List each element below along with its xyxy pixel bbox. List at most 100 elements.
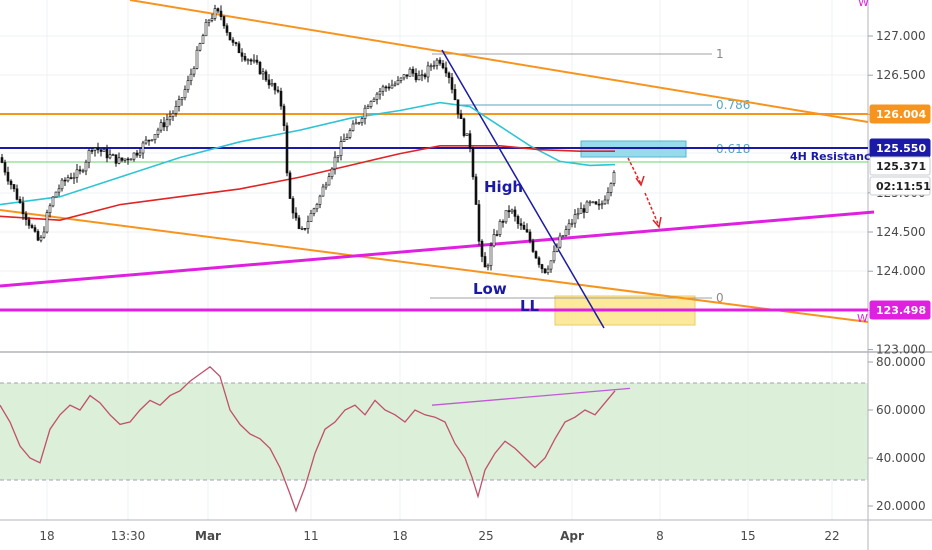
candle-43 bbox=[129, 158, 133, 161]
candle-183 bbox=[549, 260, 553, 273]
candle-64 bbox=[192, 66, 196, 78]
resistance-label: 4H Resistance bbox=[790, 150, 878, 163]
candle-38 bbox=[114, 154, 118, 167]
channel-lower-line[interactable] bbox=[0, 209, 869, 323]
candle-58 bbox=[174, 100, 178, 117]
candle-84 bbox=[252, 54, 256, 64]
candle-101 bbox=[303, 228, 307, 231]
candle-118 bbox=[354, 118, 358, 125]
candle-174 bbox=[522, 221, 526, 230]
candle-55 bbox=[165, 114, 169, 132]
rsi-axis[interactable]: 80.0000 60.0000 40.0000 20.0000 bbox=[868, 355, 926, 513]
fib-level-1: 1 bbox=[716, 47, 724, 61]
candle-129 bbox=[387, 83, 391, 91]
candle-74 bbox=[222, 15, 226, 29]
candle-62 bbox=[186, 75, 190, 93]
time-tick-label: Mar bbox=[195, 529, 221, 543]
candle-121 bbox=[363, 104, 367, 125]
candle-130 bbox=[390, 79, 394, 89]
candle-148 bbox=[444, 61, 448, 77]
candle-112 bbox=[336, 155, 340, 163]
descending-trendline[interactable] bbox=[441, 49, 605, 329]
candle-105 bbox=[315, 202, 319, 213]
candle-184 bbox=[552, 245, 556, 264]
candle-141 bbox=[423, 72, 427, 80]
candle-9 bbox=[27, 216, 31, 229]
candle-8 bbox=[24, 211, 28, 226]
candle-50 bbox=[150, 139, 154, 142]
rsi-divergence-line[interactable] bbox=[431, 387, 631, 406]
candle-180 bbox=[540, 263, 544, 274]
candle-44 bbox=[132, 152, 136, 162]
candle-125 bbox=[375, 92, 379, 105]
candle-204 bbox=[612, 170, 616, 187]
candle-23 bbox=[69, 172, 73, 180]
candle-181 bbox=[543, 268, 547, 274]
price-tag: 126.004 bbox=[869, 104, 931, 124]
candle-94 bbox=[282, 103, 286, 131]
candle-106 bbox=[318, 194, 322, 209]
price-tag: 125.371 bbox=[869, 156, 931, 176]
candle-29 bbox=[87, 148, 91, 169]
candle-116 bbox=[348, 128, 352, 140]
candle-154 bbox=[462, 117, 466, 138]
candle-192 bbox=[576, 207, 580, 220]
projection-arrows bbox=[627, 157, 662, 229]
candle-136 bbox=[408, 67, 412, 77]
ascending-trendline[interactable] bbox=[0, 210, 875, 288]
candle-156 bbox=[468, 130, 472, 153]
candle-88 bbox=[264, 69, 268, 82]
moving-averages bbox=[0, 101, 616, 222]
candle-15 bbox=[45, 209, 49, 234]
candle-131 bbox=[393, 81, 397, 87]
candle-110 bbox=[330, 167, 334, 180]
moving-average-1 bbox=[0, 101, 616, 206]
time-tick-label: 22 bbox=[824, 529, 839, 543]
time-tick-label: 18 bbox=[392, 529, 407, 543]
candle-57 bbox=[171, 110, 175, 121]
rsi-line bbox=[0, 365, 616, 513]
candle-142 bbox=[426, 61, 430, 83]
svg-text:123.498: 123.498 bbox=[876, 304, 926, 317]
candle-19 bbox=[57, 184, 61, 197]
candle-114 bbox=[342, 133, 346, 142]
candle-81 bbox=[243, 53, 247, 62]
candle-167 bbox=[501, 219, 505, 228]
channel-upper-line[interactable] bbox=[129, 0, 869, 123]
candle-135 bbox=[405, 74, 409, 80]
price-tick-label: 123.000 bbox=[876, 343, 926, 357]
candle-68 bbox=[204, 19, 208, 37]
candle-147 bbox=[441, 60, 445, 70]
candle-160 bbox=[480, 239, 484, 263]
candle-47 bbox=[141, 140, 145, 159]
candle-150 bbox=[450, 73, 454, 94]
candle-92 bbox=[276, 86, 280, 94]
candle-49 bbox=[147, 139, 151, 146]
candle-48 bbox=[144, 136, 148, 145]
candle-3 bbox=[9, 179, 13, 190]
price-tick-label: 124.500 bbox=[876, 225, 926, 239]
time-tick-label: 13:30 bbox=[111, 529, 146, 543]
candle-102 bbox=[306, 215, 310, 234]
candle-115 bbox=[345, 133, 349, 140]
candle-45 bbox=[135, 150, 139, 158]
candle-95 bbox=[285, 122, 289, 177]
candle-140 bbox=[420, 69, 424, 82]
candle-96 bbox=[288, 170, 292, 199]
fibonacci-retracement[interactable] bbox=[430, 53, 712, 299]
candle-78 bbox=[234, 41, 238, 47]
candle-157 bbox=[471, 146, 475, 180]
candle-203 bbox=[609, 182, 613, 197]
candle-54 bbox=[162, 117, 166, 131]
candle-20 bbox=[60, 178, 64, 192]
candle-85 bbox=[255, 55, 259, 65]
candle-155 bbox=[465, 133, 469, 136]
price-tick-label: 126.500 bbox=[876, 68, 926, 82]
candle-7 bbox=[21, 196, 25, 220]
candle-30 bbox=[90, 148, 94, 155]
candle-36 bbox=[108, 149, 112, 160]
candle-79 bbox=[237, 41, 241, 54]
time-axis[interactable]: 18 13:30 Mar 11 18 25 Apr 8 15 22 bbox=[39, 529, 839, 543]
candle-76 bbox=[228, 32, 232, 41]
